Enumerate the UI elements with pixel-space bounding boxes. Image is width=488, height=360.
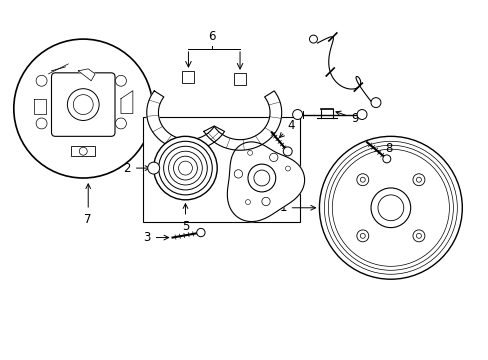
Bar: [234, 73, 245, 85]
Circle shape: [178, 161, 192, 175]
Circle shape: [36, 118, 47, 129]
Circle shape: [356, 109, 366, 120]
Circle shape: [412, 174, 424, 186]
Circle shape: [115, 118, 126, 129]
Circle shape: [370, 98, 380, 108]
Circle shape: [309, 35, 317, 43]
Circle shape: [356, 230, 368, 242]
Circle shape: [370, 188, 410, 228]
Circle shape: [163, 146, 207, 190]
Text: 3: 3: [143, 231, 168, 244]
Polygon shape: [121, 91, 133, 113]
Circle shape: [261, 197, 269, 206]
Polygon shape: [146, 91, 224, 150]
Circle shape: [356, 174, 368, 186]
Circle shape: [67, 89, 99, 121]
Polygon shape: [34, 99, 45, 113]
Text: 1: 1: [279, 201, 315, 214]
Text: 2: 2: [123, 162, 149, 175]
Circle shape: [234, 170, 242, 178]
Circle shape: [147, 162, 160, 174]
Circle shape: [412, 230, 424, 242]
Text: 7: 7: [84, 184, 92, 226]
Text: 6: 6: [208, 30, 216, 42]
Circle shape: [115, 75, 126, 86]
Circle shape: [196, 228, 204, 237]
Circle shape: [319, 136, 461, 279]
Text: 8: 8: [384, 142, 391, 155]
Bar: [142, 117, 299, 222]
Bar: [182, 71, 194, 83]
Text: 9: 9: [335, 111, 358, 125]
Circle shape: [36, 75, 47, 86]
Polygon shape: [227, 142, 304, 221]
FancyBboxPatch shape: [51, 73, 115, 136]
Polygon shape: [78, 69, 95, 81]
Circle shape: [168, 151, 202, 185]
Text: 5: 5: [182, 204, 189, 233]
Circle shape: [14, 39, 152, 178]
Text: 4: 4: [279, 119, 295, 138]
Circle shape: [292, 109, 302, 120]
Circle shape: [247, 164, 275, 192]
Circle shape: [173, 156, 197, 180]
Circle shape: [382, 155, 390, 163]
Circle shape: [158, 141, 212, 195]
Circle shape: [269, 153, 277, 162]
Circle shape: [283, 147, 292, 156]
Bar: [71, 146, 95, 156]
Polygon shape: [203, 91, 281, 150]
Circle shape: [153, 136, 217, 200]
